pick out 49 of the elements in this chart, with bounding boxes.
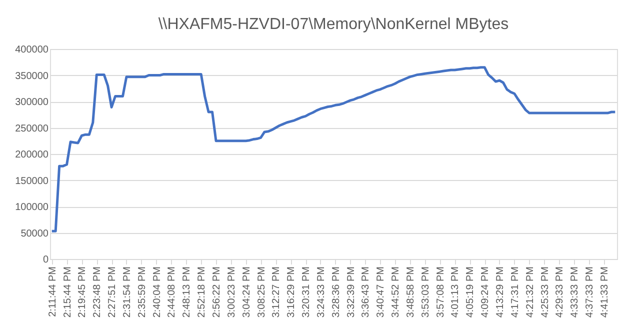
y-tick-label: 250000	[15, 123, 49, 134]
x-tick-label: 4:21:32 PM	[524, 266, 536, 318]
x-tick-label: 2:11:44 PM	[47, 266, 58, 317]
y-tick-label: 150000	[15, 176, 49, 187]
x-tick-label: 2:40:04 PM	[152, 266, 163, 318]
x-tick-label: 3:36:43 PM	[360, 266, 372, 318]
x-tick-label: 3:28:36 PM	[330, 266, 342, 318]
y-tick-label: 50000	[20, 228, 49, 240]
x-tick-label: 3:04:24 PM	[241, 266, 252, 318]
x-tick-label: 3:40:47 PM	[376, 266, 387, 318]
y-tick-label: 400000	[15, 44, 49, 56]
x-tick-label: 2:48:13 PM	[182, 266, 193, 318]
x-tick-label: 4:41:33 PM	[599, 266, 610, 318]
x-tick-label: 2:31:54 PM	[122, 266, 133, 318]
x-tick-label: 3:24:33 PM	[316, 266, 327, 318]
x-tick-label: 4:09:24 PM	[480, 266, 492, 318]
y-tick-label: 300000	[15, 97, 49, 108]
x-tick-label: 3:48:58 PM	[405, 266, 416, 318]
x-tick-label: 3:32:39 PM	[346, 266, 357, 318]
x-tick-label: 3:12:27 PM	[271, 266, 282, 318]
x-tick-label: 4:37:33 PM	[584, 266, 596, 318]
y-tick-label: 350000	[15, 70, 49, 82]
x-tick-label: 2:44:08 PM	[166, 266, 178, 318]
x-tick-label: 2:52:18 PM	[196, 266, 208, 318]
line-series	[50, 66, 616, 232]
x-tick-label: 4:33:33 PM	[570, 266, 581, 318]
x-tick-label: 3:20:31 PM	[301, 266, 312, 318]
x-tick-label: 4:17:31 PM	[510, 266, 521, 318]
x-tick-label: 2:35:59 PM	[136, 266, 148, 318]
x-tick-label: 4:01:13 PM	[450, 266, 462, 318]
x-tick-label: 4:13:29 PM	[494, 266, 506, 318]
x-tick-label: 3:16:29 PM	[286, 266, 298, 318]
y-tick-label: 0	[42, 254, 49, 266]
x-tick-label: 3:53:03 PM	[420, 266, 432, 318]
x-tick-label: 4:25:33 PM	[540, 266, 551, 318]
x-tick-label: 4:29:33 PM	[554, 266, 566, 318]
x-tick-label: 2:19:45 PM	[77, 266, 88, 318]
x-tick-label: 2:15:44 PM	[62, 266, 74, 318]
y-tick-label: 100000	[15, 202, 49, 213]
x-tick-label: 2:56:22 PM	[211, 266, 222, 318]
x-tick-label: 3:57:08 PM	[435, 266, 446, 318]
x-tick-label: 4:05:19 PM	[465, 266, 476, 318]
x-tick-label: 2:23:48 PM	[92, 266, 104, 318]
y-tick-label: 200000	[15, 150, 49, 160]
x-tick-label: 2:27:51 PM	[107, 266, 118, 318]
x-tick-label: 3:00:23 PM	[226, 266, 238, 318]
chart-title: \\HXAFM5-HZVDI-07\Memory\NonKernel MBytes	[158, 16, 509, 33]
x-tick-label: 3:44:52 PM	[390, 266, 402, 318]
x-tick-label: 3:08:25 PM	[256, 266, 268, 318]
